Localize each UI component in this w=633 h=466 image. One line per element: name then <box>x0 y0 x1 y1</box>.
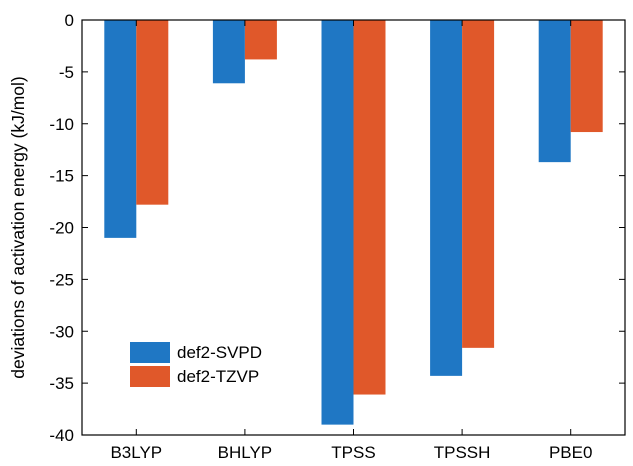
legend-label: def2-TZVP <box>177 367 259 386</box>
legend-swatch-def2-SVPD <box>130 342 170 363</box>
y-tick-label: -15 <box>49 167 74 186</box>
y-tick-label: -10 <box>49 115 74 134</box>
x-tick-label: PBE0 <box>549 443 592 461</box>
bar-def2-SVPD-PBE0 <box>538 20 571 163</box>
bar-def2-TZVP-BHLYP <box>244 20 277 60</box>
legend: def2-SVPD def2-TZVP <box>130 342 262 387</box>
x-tick-label: TPSS <box>331 443 375 461</box>
y-tick-label: -20 <box>49 219 74 238</box>
y-tick-label: -35 <box>49 374 74 393</box>
bar-def2-TZVP-B3LYP <box>136 20 169 205</box>
bar-def2-SVPD-TPSS <box>321 20 354 425</box>
y-tick-label: -25 <box>49 270 74 289</box>
y-tick-label: -40 <box>49 426 74 445</box>
y-tick-label: 0 <box>65 11 74 30</box>
bar-def2-SVPD-B3LYP <box>104 20 137 238</box>
x-tick-label: TPSSH <box>434 443 491 461</box>
y-axis-ticks: 0 -5 -10 -15 -20 -25 -30 -35 -40 <box>49 11 625 445</box>
x-axis-ticks: B3LYP BHLYP TPSS TPSSH PBE0 <box>110 20 592 462</box>
legend-swatch-def2-TZVP <box>130 366 170 387</box>
bar-def2-TZVP-PBE0 <box>570 20 603 133</box>
legend-label: def2-SVPD <box>177 343 262 362</box>
x-tick-label: BHLYP <box>218 443 273 461</box>
y-tick-label: -5 <box>59 63 74 82</box>
bar-def2-TZVP-TPSSH <box>462 20 495 348</box>
bar-def2-SVPD-TPSSH <box>430 20 463 376</box>
bar-def2-SVPD-BHLYP <box>212 20 245 84</box>
y-tick-label: -30 <box>49 322 74 341</box>
y-axis-label: deviations of activation energy (kJ/mol) <box>8 76 28 379</box>
bars-layer <box>104 20 603 425</box>
x-tick-label: B3LYP <box>110 443 162 461</box>
bar-def2-TZVP-TPSS <box>353 20 386 395</box>
